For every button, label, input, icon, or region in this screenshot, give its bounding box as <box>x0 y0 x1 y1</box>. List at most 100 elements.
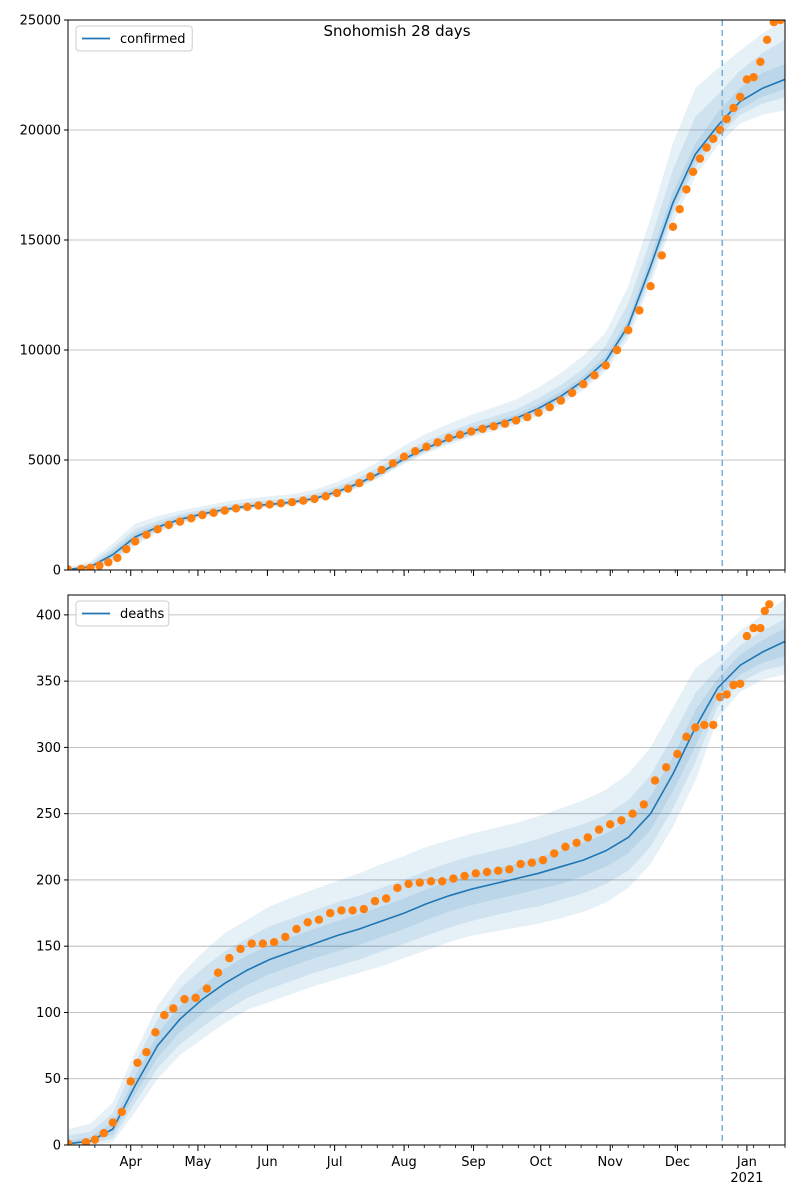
observed-point <box>287 498 297 507</box>
observed-point <box>709 720 718 730</box>
observed-point <box>675 205 684 214</box>
observed-point <box>126 1077 135 1086</box>
observed-point <box>108 1118 118 1127</box>
observed-point <box>247 939 256 948</box>
observed-point <box>269 938 279 947</box>
y-tick-label: 100 <box>36 1006 61 1021</box>
observed-point <box>606 820 615 829</box>
observed-point <box>220 506 229 515</box>
observed-point <box>700 720 709 730</box>
observed-point <box>657 251 666 260</box>
observed-point <box>691 723 700 732</box>
observed-point <box>756 57 765 66</box>
observed-point <box>81 1138 91 1145</box>
observed-point <box>90 1135 100 1144</box>
observed-point <box>722 690 731 699</box>
observed-point <box>729 103 738 113</box>
deaths-panel: 0 50 100 150 200 250 300 350 400 Apr May Jun Jul Aug S… <box>36 594 786 1186</box>
uncertainty-band-1 <box>68 618 785 1145</box>
confirmed-panel: 0 5000 10000 15000 20000 25000 confirmed <box>20 14 786 579</box>
observed-point <box>722 114 731 124</box>
legend: deaths <box>75 600 170 627</box>
observed-point <box>556 396 566 405</box>
observed-point <box>131 537 140 546</box>
observed-point <box>550 849 559 858</box>
observed-point <box>326 908 335 918</box>
observed-point <box>382 894 391 903</box>
y-tick-label: 400 <box>36 608 61 623</box>
observed-point <box>572 838 581 847</box>
observed-point <box>478 424 487 433</box>
uncertainty-band-0 <box>68 20 785 570</box>
observed-point <box>99 1128 109 1138</box>
observed-point <box>122 544 131 554</box>
observed-point <box>760 606 769 616</box>
y-tick-label: 0 <box>53 564 61 579</box>
uncertainty-band-0 <box>68 599 785 1145</box>
legend-label: deaths <box>120 607 165 622</box>
observed-point <box>310 494 319 504</box>
x-tick-label: Jan <box>736 1155 757 1170</box>
y-tick-label: 0 <box>53 1139 61 1154</box>
observed-point <box>393 883 402 893</box>
x-tick-label: Apr <box>119 1155 142 1170</box>
legend: confirmed <box>75 25 193 52</box>
y-tick-label: 15000 <box>20 234 61 249</box>
observed-point <box>180 995 189 1004</box>
observed-point <box>500 419 510 428</box>
observed-point <box>538 855 548 865</box>
plot-area <box>68 599 785 1145</box>
observed-point <box>482 867 492 877</box>
observed-point <box>628 809 637 818</box>
observed-point <box>545 403 554 412</box>
y-tick-label: 150 <box>36 940 61 955</box>
observed-point <box>160 1010 169 1020</box>
observed-point <box>209 508 218 517</box>
observed-point <box>494 866 503 875</box>
y-tick-label: 20000 <box>20 124 61 139</box>
observed-point <box>702 143 711 152</box>
axes-frame <box>67 19 786 571</box>
observed-point <box>668 222 678 231</box>
y-tick-label: 50 <box>44 1072 61 1087</box>
observed-point <box>688 167 698 176</box>
x-tick-label: Oct <box>530 1155 552 1170</box>
observed-point <box>68 565 73 570</box>
observed-point <box>68 1139 73 1145</box>
observed-point <box>169 1004 178 1013</box>
y-tick-label: 200 <box>36 873 61 888</box>
y-tick-label: 250 <box>36 807 61 822</box>
observed-point <box>776 20 785 25</box>
observed-point <box>404 879 413 889</box>
observed-point <box>433 438 442 447</box>
observed-point <box>299 496 308 505</box>
observed-point <box>460 871 469 881</box>
observed-point <box>579 379 588 389</box>
observed-point <box>709 134 718 143</box>
observed-point <box>337 906 346 915</box>
observed-point <box>254 501 263 510</box>
observed-point <box>646 282 655 291</box>
x-tick-label: Jun <box>256 1155 277 1170</box>
observed-point <box>113 553 122 563</box>
observed-point <box>332 488 342 498</box>
observed-point <box>281 932 290 942</box>
legend-label: confirmed <box>120 32 186 47</box>
observed-point <box>151 1028 160 1037</box>
observed-point <box>243 502 252 512</box>
observed-point <box>455 430 465 439</box>
observed-point <box>142 1048 151 1057</box>
observed-point <box>695 154 705 163</box>
observed-point <box>444 433 454 443</box>
observed-point <box>276 499 286 508</box>
observed-point <box>399 452 409 461</box>
observed-point <box>756 623 765 633</box>
observed-point <box>534 408 543 417</box>
observed-point <box>370 896 380 906</box>
x-tick-label: Dec <box>665 1155 690 1170</box>
observed-point <box>343 484 353 493</box>
chart-title: Snohomish 28 days <box>323 22 470 40</box>
x-tick-label: Jul <box>326 1155 343 1170</box>
